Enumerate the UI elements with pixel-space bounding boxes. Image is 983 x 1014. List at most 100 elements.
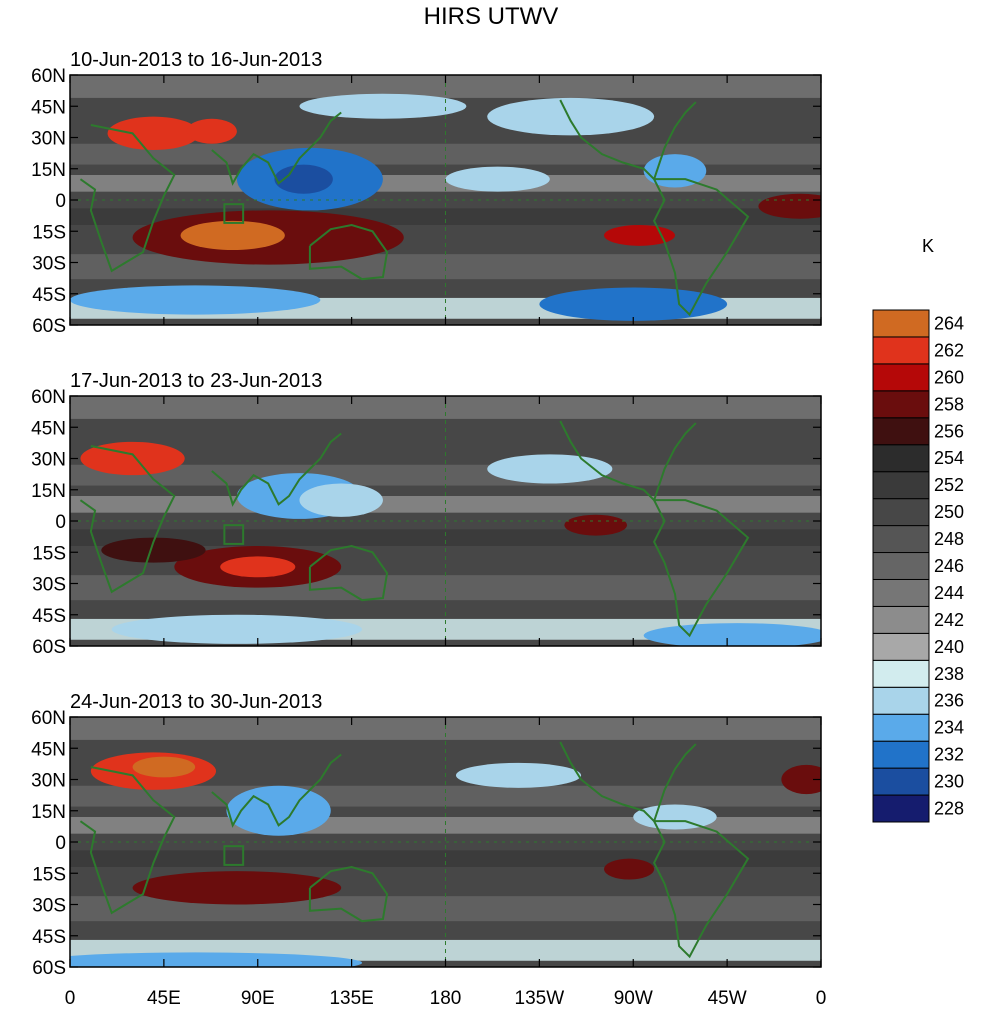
y-tick-label: 30N: [31, 450, 66, 471]
field-feature: [487, 454, 613, 484]
field-feature: [274, 164, 333, 194]
field-band: [70, 464, 821, 486]
y-tick-label: 60S: [32, 316, 66, 337]
colorbar-label: 262: [934, 340, 964, 360]
colorbar-label: 228: [934, 799, 964, 819]
y-tick-label: 30N: [31, 129, 66, 150]
chart-title: HIRS UTWV: [424, 3, 559, 30]
colorbar-label: 244: [934, 583, 964, 603]
y-tick-label: 60N: [31, 708, 66, 729]
colorbar-box: [872, 309, 930, 338]
field-band: [70, 529, 821, 546]
field-feature: [132, 756, 196, 778]
y-tick-label: 60S: [32, 637, 66, 658]
y-tick-label: 45S: [32, 285, 66, 306]
y-tick-label: 15N: [31, 160, 66, 181]
region-box: [223, 845, 245, 866]
colorbar-box: [872, 767, 930, 796]
colorbar-label: 252: [934, 475, 964, 495]
field-feature: [604, 225, 675, 246]
y-tick-label: 30S: [32, 896, 66, 917]
y-tick-label: 60S: [32, 958, 66, 979]
colorbar-box: [872, 336, 930, 365]
asia-outline: [211, 753, 342, 828]
field-feature: [633, 804, 717, 830]
field-feature: [101, 537, 206, 563]
field-feature: [564, 514, 627, 536]
field-feature: [70, 952, 363, 967]
colorbar-box: [872, 578, 930, 607]
colorbar-label: 230: [934, 772, 964, 792]
colorbar-box: [872, 525, 930, 554]
field-feature: [299, 483, 383, 517]
coastlines: [79, 99, 750, 317]
region-box: [223, 524, 245, 545]
colorbar-label: 264: [934, 313, 964, 333]
x-tick-label: 90W: [614, 988, 653, 1009]
colorbar-box: [872, 498, 930, 527]
colorbar-units-label: K: [922, 236, 934, 256]
field-feature: [180, 220, 285, 251]
field-feature: [107, 116, 200, 150]
asia-outline: [211, 432, 342, 507]
region-box: [223, 203, 245, 224]
field-feature: [70, 285, 321, 315]
colorbar-box: [872, 552, 930, 580]
colorbar-label: 256: [934, 421, 964, 441]
asia-outline: [211, 111, 342, 186]
colorbar-label: 248: [934, 529, 964, 549]
field-feature: [299, 93, 467, 119]
africa-outline: [79, 766, 176, 915]
y-tick-label: 0: [55, 512, 66, 533]
australia-outline: [308, 865, 389, 923]
y-tick-label: 45N: [31, 418, 66, 439]
colorbar-label: 254: [934, 448, 964, 468]
colorbar-label: 236: [934, 691, 964, 711]
colorbar-box: [872, 363, 930, 392]
colorbar-label: 238: [934, 664, 964, 684]
y-tick-label: 30S: [32, 575, 66, 596]
y-tick-label: 15N: [31, 481, 66, 502]
x-tick-label: 135E: [329, 988, 373, 1009]
colorbar-box: [872, 686, 930, 715]
colorbar-box: [872, 740, 930, 769]
africa-outline: [79, 445, 176, 594]
colorbar-box: [872, 632, 930, 661]
south-america-outline: [652, 820, 750, 959]
y-tick-label: 45N: [31, 739, 66, 760]
panel-map: [70, 717, 821, 967]
colorbar-label: 234: [934, 718, 964, 738]
colorbar-box: [872, 713, 930, 742]
y-tick-label: 60N: [31, 66, 66, 87]
field-feature: [186, 118, 237, 144]
field-feature: [781, 764, 821, 795]
south-america-outline: [652, 499, 750, 638]
colorbar-label: 260: [934, 367, 964, 387]
field-feature: [111, 614, 363, 644]
colorbar-label: 242: [934, 610, 964, 630]
y-tick-label: 15S: [32, 864, 66, 885]
north-america-outline: [559, 420, 697, 503]
field-feature: [758, 193, 821, 219]
field-feature: [132, 871, 342, 905]
panel-subtitle: 10-Jun-2013 to 16-Jun-2013: [70, 49, 322, 71]
north-america-outline: [559, 741, 697, 824]
coastlines: [79, 741, 750, 959]
colorbar-box: [872, 659, 930, 688]
x-tick-label: 180: [430, 988, 462, 1009]
field-feature: [539, 287, 728, 321]
y-tick-label: 0: [55, 833, 66, 854]
panel-subtitle: 17-Jun-2013 to 23-Jun-2013: [70, 370, 322, 392]
colorbar-box: [872, 417, 930, 446]
y-tick-label: 15S: [32, 222, 66, 243]
field-band: [70, 785, 821, 807]
field-band: [70, 143, 821, 165]
y-tick-label: 15S: [32, 543, 66, 564]
x-tick-label: 45E: [147, 988, 181, 1009]
y-tick-label: 60N: [31, 387, 66, 408]
panel-map: [70, 75, 821, 325]
panel-subtitle: 24-Jun-2013 to 30-Jun-2013: [70, 691, 322, 713]
y-tick-label: 45S: [32, 606, 66, 627]
